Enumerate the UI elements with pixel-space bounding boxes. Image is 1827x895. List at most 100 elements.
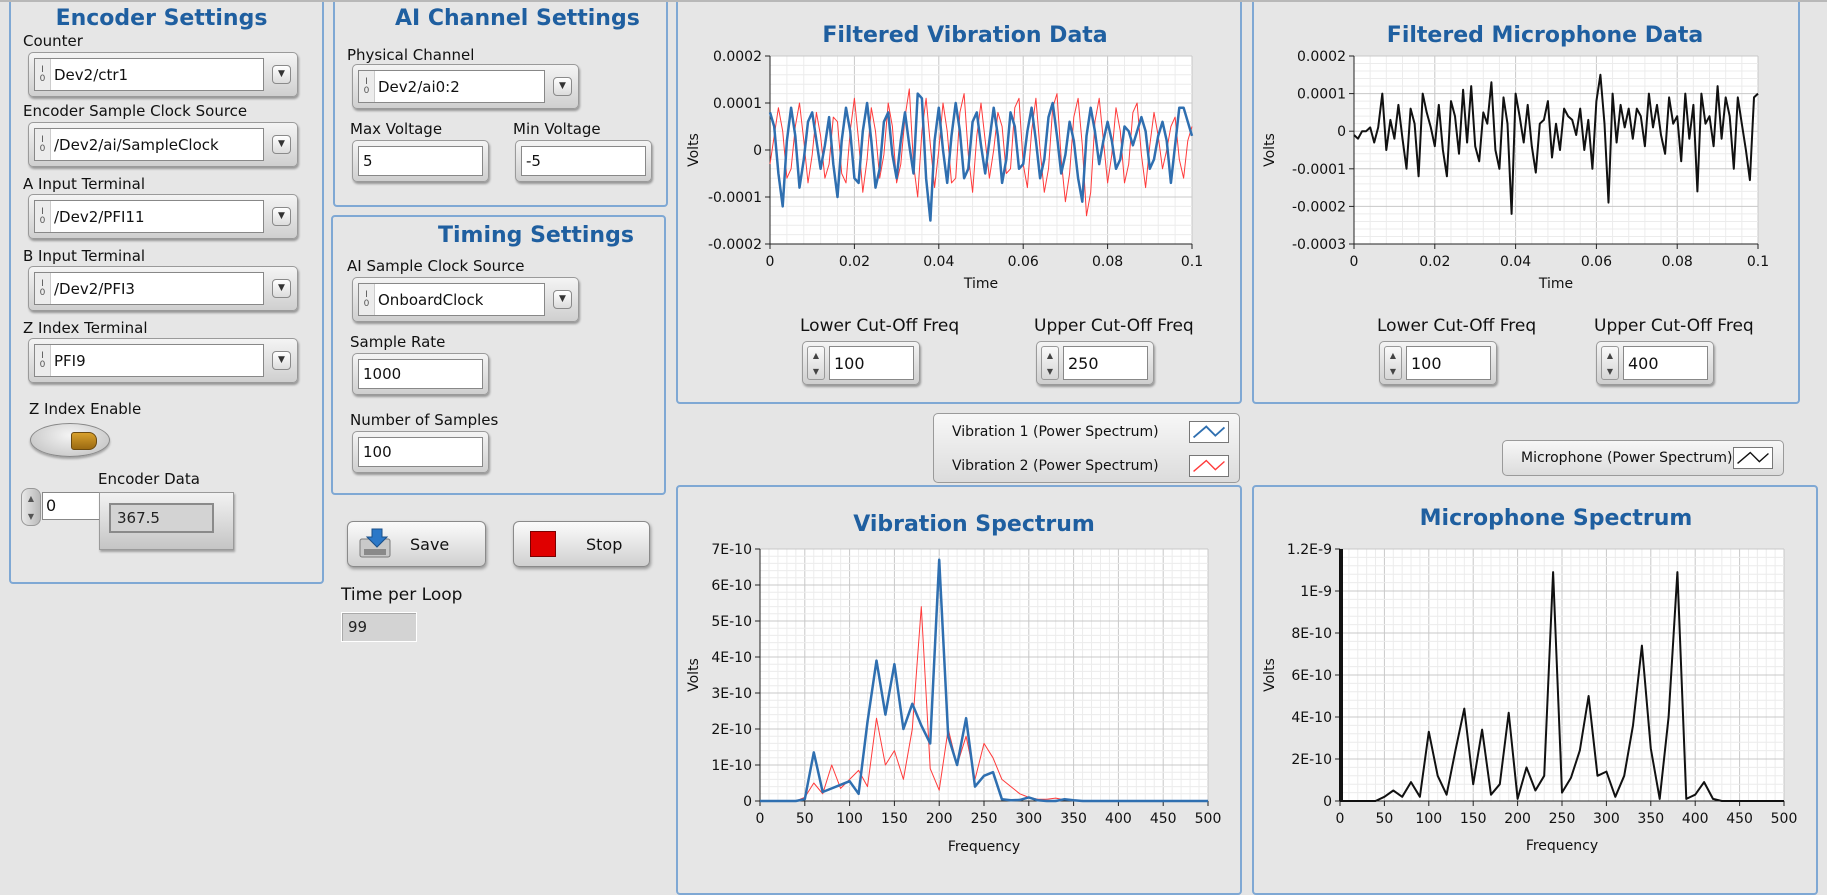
encoder-data-label: Encoder Data (98, 470, 200, 488)
mic-upper-cutoff-value[interactable]: 400 (1623, 346, 1708, 380)
series-line (1353, 73, 1759, 215)
encoder-clock-select[interactable]: I 0/Dev2/ai/SampleClock ▼ (28, 122, 298, 167)
y-tick-label: 0 (743, 794, 752, 810)
sample-rate-value[interactable]: 1000 (358, 359, 483, 389)
max-voltage-input[interactable]: 5 (352, 140, 489, 182)
legend-label: Vibration 2 (Power Spectrum) (952, 458, 1159, 474)
filtered-vibration-chart: Filtered Vibration Data 0 0.02 0.04 0.06 0.08… (686, 23, 1203, 292)
microphone-spectrum-chart: Microphone Spectrum 0 50 100 150 200 250 300 350… (1262, 506, 1798, 854)
save-button[interactable]: Save (347, 521, 486, 567)
stop-button[interactable]: Stop (513, 521, 650, 567)
chevron-down-icon[interactable]: ▼ (272, 278, 291, 298)
z-index-select[interactable]: I 0 PFI9 ▼ (28, 338, 298, 383)
y-tick-label: 0 (1323, 794, 1332, 810)
y-axis-label: Volts (1262, 658, 1278, 692)
x-tick-label: 100 (836, 811, 863, 827)
vib-upper-cutoff-input[interactable]: ▲ ▼ 250 (1036, 341, 1154, 385)
mic-lower-cutoff-value[interactable]: 100 (1406, 346, 1491, 380)
a-input-select[interactable]: I 0/Dev2/PFI11 ▼ (28, 194, 298, 239)
time-per-loop-value: 99 (341, 612, 417, 642)
time-per-loop-label: Time per Loop (341, 585, 463, 605)
vib-upper-cutoff-value[interactable]: 250 (1063, 346, 1148, 380)
mic-lower-cutoff-input[interactable]: ▲ ▼ 100 (1379, 341, 1497, 385)
y-tick-label: 0 (1337, 124, 1346, 140)
x-tick-label: 100 (1415, 811, 1442, 827)
x-tick-label: 500 (1771, 811, 1798, 827)
physical-channel-label: Physical Channel (347, 46, 475, 64)
y-tick-label: 0.0002 (713, 49, 762, 65)
y-tick-label: 0 (753, 143, 762, 159)
num-samples-label: Number of Samples (350, 411, 499, 429)
y-axis-label: Volts (686, 133, 702, 167)
y-tick-label: 0.0001 (1297, 87, 1346, 103)
min-voltage-label: Min Voltage (513, 120, 601, 138)
legend-item-mic[interactable]: Microphone (Power Spectrum) (1503, 441, 1783, 475)
encoder-settings-panel: Encoder Settings Counter I 0 Dev2/ctr1 ▼ E… (9, 0, 324, 584)
max-voltage-value[interactable]: 5 (358, 146, 483, 176)
chevron-down-icon[interactable]: ▼ (272, 206, 291, 226)
x-tick-label: 300 (1015, 811, 1042, 827)
x-axis-label: Time (1538, 276, 1573, 292)
chart-title: Filtered Microphone Data (1387, 23, 1703, 48)
stop-icon (530, 531, 556, 557)
ai-channel-settings-title: AI Channel Settings (395, 6, 640, 31)
x-axis-label: Frequency (1526, 838, 1598, 854)
stepper-arrows-icon[interactable]: ▲ ▼ (1384, 346, 1402, 380)
physical-channel-select[interactable]: I 0 Dev2/ai0:2 ▼ (352, 64, 579, 109)
x-tick-label: 300 (1593, 811, 1620, 827)
vib-lower-cutoff-input[interactable]: ▲ ▼ 100 (802, 341, 920, 385)
counter-label: Counter (23, 32, 83, 50)
x-tick-label: 0.06 (1581, 254, 1612, 270)
b-input-select[interactable]: I 0/Dev2/PFI3 ▼ (28, 266, 298, 311)
vib-lower-cutoff-value[interactable]: 100 (829, 346, 914, 380)
a-input-value: /Dev2/PFI11 (54, 207, 145, 226)
x-tick-label: 50 (796, 811, 814, 827)
chart-title: Vibration Spectrum (853, 512, 1095, 537)
ai-clock-select[interactable]: I 0 OnboardClock ▼ (352, 277, 579, 322)
microphone-legend[interactable]: Microphone (Power Spectrum) (1502, 440, 1784, 476)
legend-item-vib2[interactable]: Vibration 2 (Power Spectrum) (934, 449, 1239, 483)
chevron-down-icon[interactable]: ▼ (553, 76, 572, 96)
stepper-arrows-icon[interactable]: ▲ ▼ (1601, 346, 1619, 380)
line-swatch-icon (1189, 421, 1229, 443)
encoder-stepper[interactable]: ▲ ▼ 0 (21, 486, 106, 526)
chevron-down-icon[interactable]: ▼ (272, 64, 291, 84)
x-tick-label: 150 (881, 811, 908, 827)
stepper-value[interactable]: 0 (42, 492, 100, 520)
chevron-down-icon[interactable]: ▼ (272, 134, 291, 154)
min-voltage-value[interactable]: -5 (521, 146, 646, 176)
chevron-down-icon[interactable]: ▼ (272, 350, 291, 370)
stepper-arrows-icon[interactable]: ▲ ▼ (807, 346, 825, 380)
counter-select[interactable]: I 0 Dev2/ctr1 ▼ (28, 52, 298, 97)
y-tick-label: 0.0002 (1297, 49, 1346, 65)
y-tick-label: 4E-10 (711, 650, 752, 666)
z-index-enable-toggle[interactable] (30, 423, 110, 457)
chevron-down-icon[interactable]: ▼ (553, 289, 572, 309)
chart-title: Microphone Spectrum (1420, 506, 1693, 531)
num-samples-input[interactable]: 100 (352, 431, 489, 473)
legend-item-vib1[interactable]: Vibration 1 (Power Spectrum) (934, 415, 1239, 449)
y-axis-label: Volts (1262, 133, 1278, 167)
stepper-arrows-icon[interactable]: ▲ ▼ (1041, 346, 1059, 380)
series-line (1340, 571, 1784, 802)
filtered-microphone-panel: Filtered Microphone Data 0 0.02 0.04 0.06 0.0… (1252, 0, 1800, 404)
mic-upper-cutoff-input[interactable]: ▲ ▼ 400 (1596, 341, 1714, 385)
y-tick-label: 2E-10 (1291, 752, 1332, 768)
x-tick-label: 0 (1336, 811, 1345, 827)
vibration-spectrum-panel: Vibration Spectrum 0 50 100 150 200 250 300 350 4… (676, 485, 1242, 895)
sample-rate-input[interactable]: 1000 (352, 353, 489, 395)
y-axis-label: Volts (686, 658, 702, 692)
x-tick-label: 0.1 (1747, 254, 1769, 270)
max-voltage-label: Max Voltage (350, 120, 443, 138)
save-icon (359, 528, 391, 558)
min-voltage-input[interactable]: -5 (515, 140, 652, 182)
line-swatch-icon (1189, 455, 1229, 477)
stepper-arrows-icon[interactable]: ▲ ▼ (21, 488, 41, 526)
vibration-legend[interactable]: Vibration 1 (Power Spectrum) Vibration 2… (933, 413, 1240, 483)
b-input-value: /Dev2/PFI3 (54, 279, 135, 298)
num-samples-value[interactable]: 100 (358, 437, 483, 467)
